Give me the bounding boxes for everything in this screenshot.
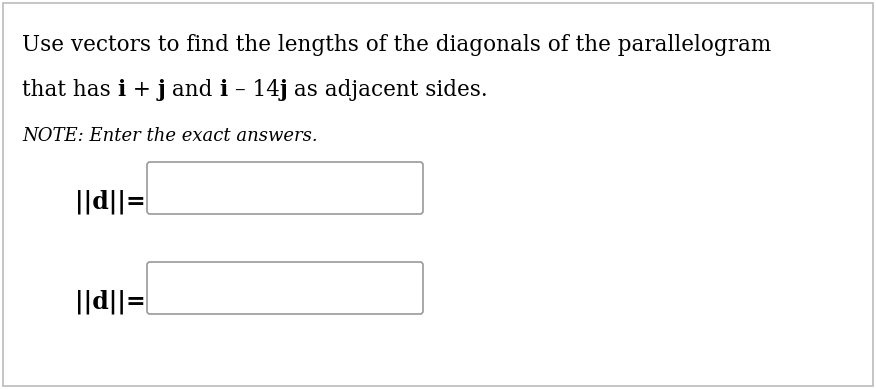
Text: as adjacent sides.: as adjacent sides. — [287, 79, 488, 101]
Text: +: + — [126, 79, 158, 101]
Text: – 14: – 14 — [228, 79, 279, 101]
Text: ||d||=: ||d||= — [75, 189, 145, 214]
Text: j: j — [279, 79, 287, 101]
Text: i: i — [220, 79, 228, 101]
Text: i: i — [117, 79, 126, 101]
Text: Use vectors to find the lengths of the diagonals of the parallelogram: Use vectors to find the lengths of the d… — [22, 34, 771, 56]
Text: ||d||=: ||d||= — [75, 289, 145, 314]
FancyBboxPatch shape — [147, 262, 423, 314]
Text: NOTE: Enter the exact answers.: NOTE: Enter the exact answers. — [22, 127, 318, 145]
Text: j: j — [158, 79, 166, 101]
Text: that has: that has — [22, 79, 117, 101]
FancyBboxPatch shape — [147, 162, 423, 214]
Text: and: and — [166, 79, 220, 101]
